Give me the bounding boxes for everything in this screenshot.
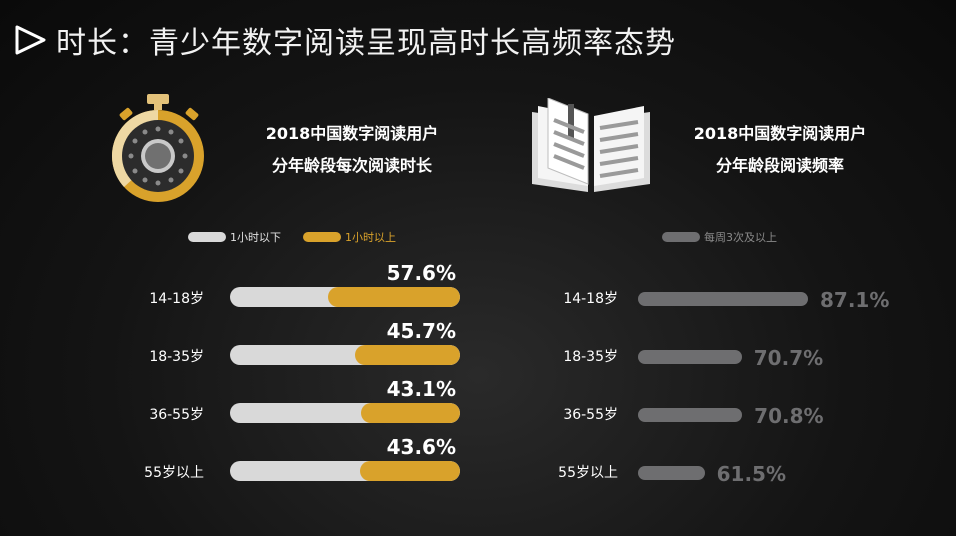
age-label: 36-55岁 bbox=[563, 407, 618, 423]
legend-item-under-1h: 1小时以下 bbox=[188, 229, 281, 245]
value-label: 87.1% bbox=[820, 288, 890, 312]
value-label: 70.7% bbox=[753, 346, 824, 370]
age-label: 14-18岁 bbox=[149, 291, 204, 307]
right-subtitle-line1: 2018中国数字阅读用户 bbox=[693, 124, 867, 143]
header: 时长：青少年数字阅读呈现高时长高频率态势 bbox=[14, 18, 676, 62]
bar-under-1h bbox=[230, 287, 460, 307]
open-book-icon bbox=[532, 98, 650, 192]
value-label: 61.5% bbox=[716, 462, 787, 486]
age-label: 14-18岁 bbox=[563, 291, 618, 307]
bar-weekly-3plus bbox=[638, 350, 742, 364]
right-chart-subtitle: 2018中国数字阅读用户 分年龄段阅读频率 bbox=[660, 118, 900, 182]
legend-item-over-1h: 1小时以上 bbox=[303, 229, 396, 245]
bar-under-1h bbox=[230, 403, 460, 423]
bar-under-1h bbox=[230, 345, 460, 365]
left-subtitle-line2: 分年龄段每次阅读时长 bbox=[271, 156, 432, 175]
value-label: 57.6% bbox=[386, 261, 456, 285]
legend-label: 1小时以下 bbox=[230, 231, 281, 244]
page-title: 时长：青少年数字阅读呈现高时长高频率态势 bbox=[56, 26, 676, 61]
legend-label: 每周3次及以上 bbox=[704, 231, 777, 244]
value-label: 43.6% bbox=[386, 435, 456, 459]
left-subtitle-line1: 2018中国数字阅读用户 bbox=[265, 124, 439, 143]
bar-weekly-3plus bbox=[638, 292, 808, 306]
value-label: 70.8% bbox=[754, 404, 824, 428]
legend-label: 1小时以上 bbox=[345, 231, 396, 244]
right-subtitle-line2: 分年龄段阅读频率 bbox=[715, 156, 844, 175]
legend-swatch bbox=[188, 232, 226, 242]
bar-under-1h bbox=[230, 461, 460, 481]
bar-weekly-3plus bbox=[638, 408, 743, 422]
value-label: 45.7% bbox=[386, 319, 456, 343]
play-arrow-icon bbox=[15, 25, 46, 55]
right-legend: 每周3次及以上 bbox=[662, 229, 799, 245]
left-chart-subtitle: 2018中国数字阅读用户 分年龄段每次阅读时长 bbox=[232, 118, 472, 182]
value-label: 43.1% bbox=[386, 377, 456, 401]
age-label: 18-35岁 bbox=[149, 349, 204, 365]
bar-over-1h bbox=[327, 287, 460, 307]
age-label: 55岁以上 bbox=[144, 465, 204, 481]
age-label: 36-55岁 bbox=[149, 407, 204, 423]
bar-over-1h bbox=[359, 461, 460, 481]
legend-swatch bbox=[662, 232, 700, 242]
legend-swatch bbox=[303, 232, 341, 242]
stopwatch-icon bbox=[111, 94, 204, 202]
age-label: 18-35岁 bbox=[563, 349, 618, 365]
bar-over-1h bbox=[360, 403, 460, 423]
bar-over-1h bbox=[354, 345, 460, 365]
bar-weekly-3plus bbox=[638, 466, 705, 480]
legend-item-weekly-3plus: 每周3次及以上 bbox=[662, 229, 777, 245]
age-label: 55岁以上 bbox=[558, 465, 618, 481]
left-legend: 1小时以下 1小时以上 bbox=[188, 229, 418, 245]
